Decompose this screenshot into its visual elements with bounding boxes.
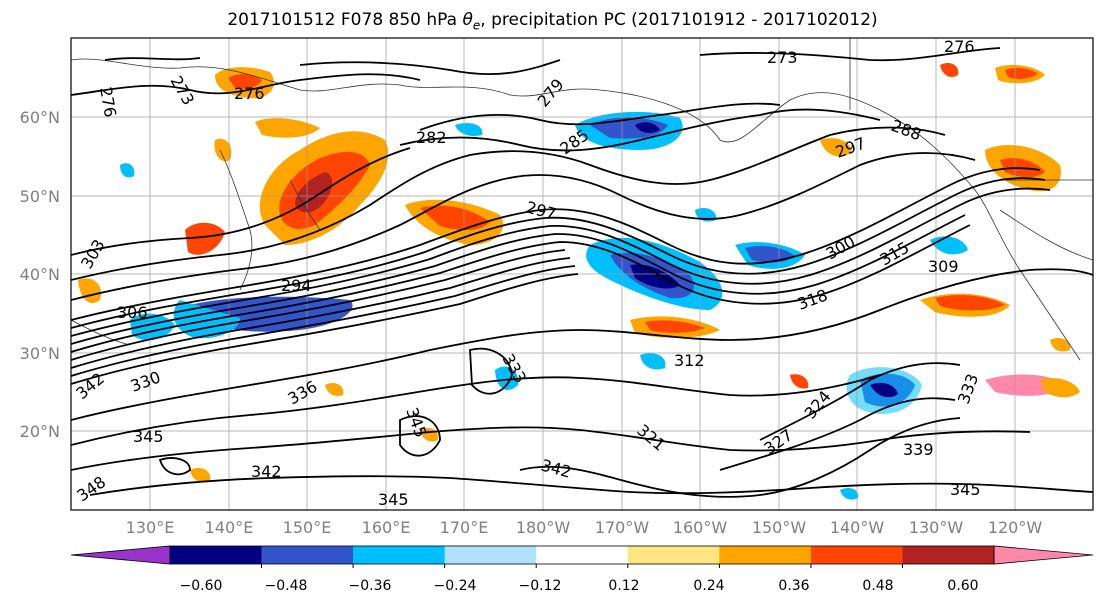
colorbar-tick-label: 0.60 — [947, 578, 978, 594]
colorbar-tick-label: −0.24 — [434, 578, 477, 594]
colorbar — [70, 545, 1094, 568]
latitude-labels: 60°N 50°N 40°N 30°N 20°N — [20, 108, 60, 441]
title-prefix: 2017101512 F078 850 hPa — [227, 10, 463, 30]
lon-label: 150°W — [752, 518, 807, 537]
contour-label: 342 — [251, 462, 282, 481]
colorbar-segment — [169, 546, 263, 564]
theta-e-contours — [71, 47, 1093, 498]
colorbar-segment — [627, 546, 720, 564]
colorbar-tick-label: 0.12 — [608, 578, 639, 594]
lat-label: 60°N — [20, 108, 60, 127]
map-title: 2017101512 F078 850 hPa θe, precipitatio… — [0, 10, 1105, 32]
lon-label: 120°W — [988, 518, 1043, 537]
contour-label: 345 — [378, 490, 409, 509]
contour-label: 339 — [903, 440, 934, 459]
lon-label: 180°W — [516, 518, 571, 537]
contour-label: 309 — [928, 257, 959, 276]
colorbar-labels: −0.60 −0.48 −0.36 −0.24 −0.12 0.12 0.24 … — [180, 578, 979, 594]
lon-label: 150°E — [283, 518, 332, 537]
colorbar-segment — [444, 546, 537, 564]
contour-label: 276 — [234, 84, 265, 103]
title-theta-sub: e — [472, 18, 481, 33]
coastlines — [71, 38, 1093, 361]
lon-label: 160°E — [362, 518, 411, 537]
contour-label: 282 — [416, 128, 447, 147]
colorbar-segment — [810, 546, 903, 564]
lon-label: 130°W — [909, 518, 964, 537]
lat-label: 20°N — [20, 422, 60, 441]
colorbar-tick-label: 0.36 — [778, 578, 809, 594]
title-suffix: , precipitation PC (2017101912 - 2017102… — [480, 10, 878, 30]
colorbar-segment — [902, 546, 995, 564]
colorbar-segment — [353, 546, 446, 564]
colorbar-segment — [719, 546, 812, 564]
colorbar-tick-label: −0.12 — [519, 578, 562, 594]
title-theta: θ — [462, 10, 473, 30]
lon-label: 140°E — [205, 518, 254, 537]
contour-label: 294 — [281, 276, 312, 295]
lat-label: 30°N — [20, 344, 60, 363]
lon-label: 170°W — [595, 518, 650, 537]
contour-label: 345 — [950, 480, 981, 499]
contour-label: 276 — [944, 37, 975, 56]
colorbar-tick-label: −0.48 — [265, 578, 308, 594]
colorbar-frame — [169, 545, 995, 565]
lat-label: 50°N — [20, 187, 60, 206]
contour-label: 306 — [117, 303, 148, 322]
colorbar-segment — [536, 546, 629, 564]
colorbar-segment — [70, 545, 171, 565]
colorbar-segment — [261, 546, 354, 564]
colorbar-tick-label: −0.36 — [349, 578, 392, 594]
colorbar-tick-label: −0.60 — [180, 578, 223, 594]
contour-label: 273 — [767, 48, 798, 67]
contour-label: 345 — [133, 427, 164, 446]
colorbar-tick-label: 0.24 — [693, 578, 724, 594]
longitude-labels: 130°E 140°E 150°E 160°E 170°E 180°W 170°… — [126, 518, 1043, 537]
lon-label: 140°W — [830, 518, 885, 537]
lat-label: 40°N — [20, 265, 60, 284]
lon-label: 170°E — [440, 518, 489, 537]
lon-label: 130°E — [126, 518, 175, 537]
contour-label: 312 — [674, 351, 705, 370]
colorbar-tick-label: 0.48 — [862, 578, 893, 594]
map-frame — [70, 37, 1094, 511]
colorbar-segment — [993, 545, 1094, 565]
lon-label: 160°W — [673, 518, 728, 537]
gridlines — [71, 38, 1093, 510]
